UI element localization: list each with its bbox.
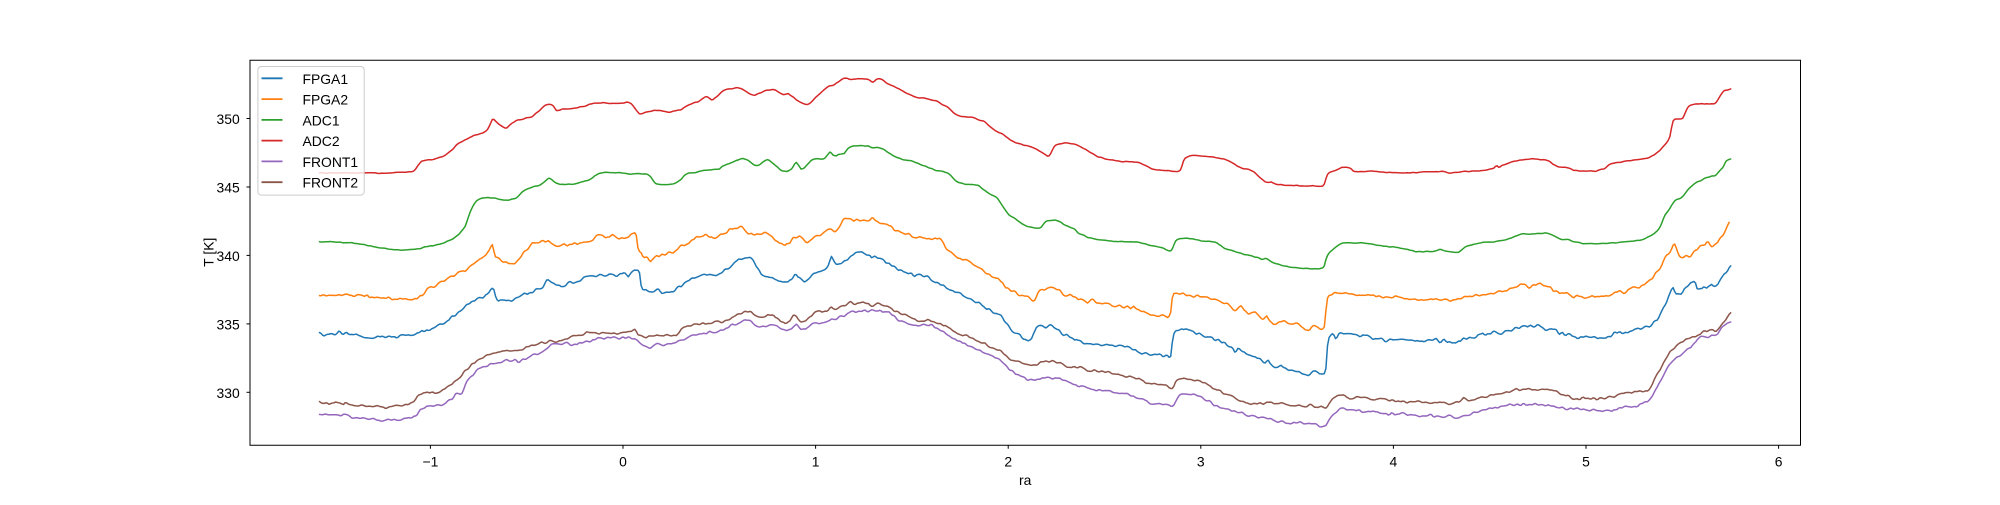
- svg-text:2: 2: [1004, 453, 1012, 469]
- svg-text:ADC1: ADC1: [303, 112, 340, 128]
- svg-text:FPGA2: FPGA2: [303, 92, 349, 108]
- svg-text:FRONT2: FRONT2: [303, 175, 359, 191]
- svg-text:5: 5: [1582, 453, 1590, 469]
- svg-text:3: 3: [1197, 453, 1205, 469]
- svg-text:340: 340: [217, 248, 240, 264]
- svg-text:ADC2: ADC2: [303, 133, 340, 149]
- svg-text:6: 6: [1775, 453, 1783, 469]
- svg-text:FRONT1: FRONT1: [303, 154, 359, 170]
- svg-text:0: 0: [619, 453, 627, 469]
- svg-text:FPGA1: FPGA1: [303, 71, 349, 87]
- svg-text:−1: −1: [422, 453, 438, 469]
- svg-text:335: 335: [217, 317, 240, 333]
- svg-text:350: 350: [217, 111, 240, 127]
- svg-text:ra: ra: [1019, 472, 1032, 488]
- svg-text:4: 4: [1390, 453, 1398, 469]
- svg-text:1: 1: [812, 453, 820, 469]
- svg-text:330: 330: [217, 385, 240, 401]
- svg-text:345: 345: [217, 180, 240, 196]
- svg-text:T [K]: T [K]: [201, 238, 217, 267]
